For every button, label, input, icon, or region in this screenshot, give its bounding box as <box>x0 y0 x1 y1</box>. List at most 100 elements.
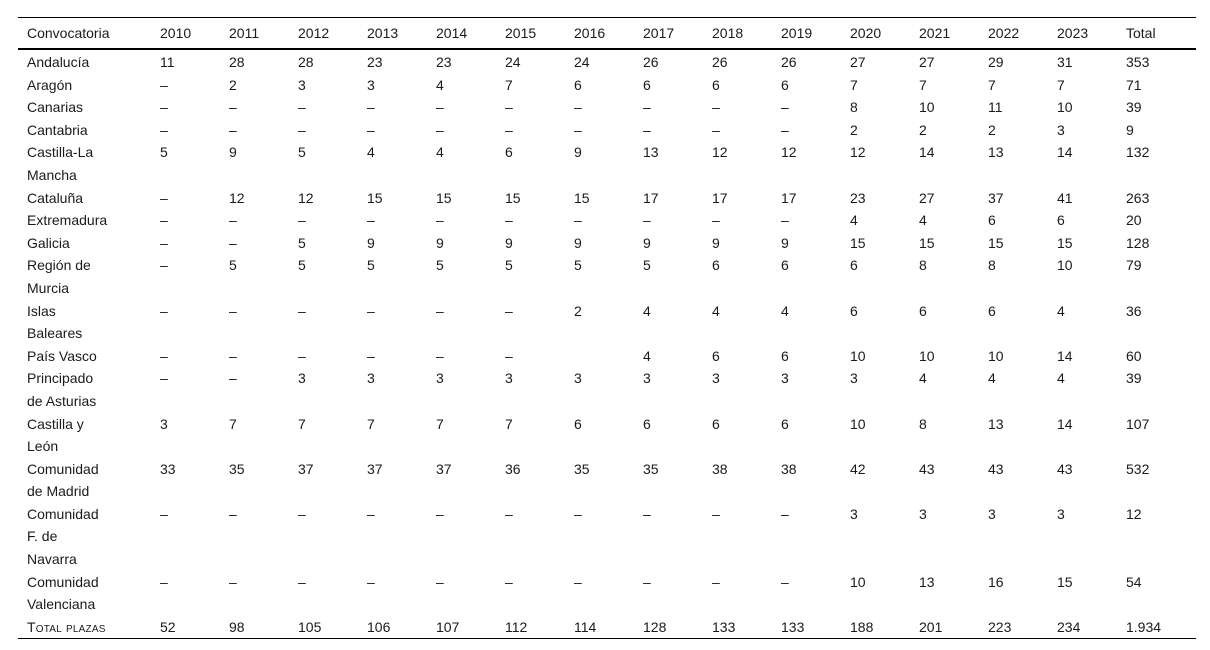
table-row-castilla-la: Castilla-La Mancha 5 9 5 4 4 6 9 13 12 12 12 14 13 14 1… <box>18 141 1196 186</box>
cell: 14 <box>1057 415 1073 432</box>
cell: 35 <box>643 460 659 477</box>
cell: – <box>367 212 375 229</box>
column-header-2013: 2013 <box>367 17 436 50</box>
cell: – <box>781 573 789 590</box>
cell: 6 <box>988 212 996 229</box>
cell: 27 <box>919 54 935 70</box>
cell: 9 <box>229 144 237 161</box>
cell: 107 <box>1126 415 1150 432</box>
column-header-2021: 2021 <box>919 17 988 50</box>
cell: 3 <box>436 370 444 387</box>
cell: 43 <box>919 460 935 477</box>
cell: 15 <box>436 189 452 206</box>
cell: 6 <box>781 257 789 274</box>
cell: 98 <box>229 618 245 635</box>
cell: 24 <box>574 54 590 70</box>
cell: – <box>298 99 306 116</box>
cell: 5 <box>505 257 513 274</box>
cell: 60 <box>1126 347 1142 364</box>
cell: 12 <box>298 189 314 206</box>
cell: – <box>643 121 651 138</box>
cell: 12 <box>229 189 245 206</box>
cell: 13 <box>988 415 1004 432</box>
cell: – <box>160 234 168 251</box>
cell: 36 <box>1126 302 1142 319</box>
cell: – <box>436 302 444 319</box>
cell: – <box>367 347 375 364</box>
row-label: Comunidad F. de Navarra <box>27 505 99 568</box>
cell: 7 <box>436 415 444 432</box>
row-label: Aragón <box>27 76 73 93</box>
cell: 37 <box>367 460 383 477</box>
column-header-convocatoria: Convocatoria <box>18 17 160 50</box>
cell: 7 <box>505 415 513 432</box>
cell: 1.934 <box>1126 618 1162 635</box>
cell: 9 <box>574 234 582 251</box>
cell: 23 <box>367 54 383 70</box>
row-label: Islas Baleares <box>27 302 83 342</box>
cell: – <box>712 573 720 590</box>
column-header-2020: 2020 <box>850 17 919 50</box>
cell: – <box>229 234 237 251</box>
cell: 15 <box>988 234 1004 251</box>
cell: 223 <box>988 618 1012 635</box>
cell: 133 <box>781 618 805 635</box>
cell: – <box>505 212 513 229</box>
row-label: Andalucía <box>27 54 90 70</box>
cell: 12 <box>1126 505 1142 522</box>
header-row: Convocatoria 2010 2011 2012 2013 2014 2015 2016… <box>18 17 1196 50</box>
cell: – <box>229 302 237 319</box>
cell: 5 <box>298 234 306 251</box>
cell: 52 <box>160 618 176 635</box>
table-row-comunidad: Comunidad Valenciana – – – – – – – – – – 10 13 16 15 54 <box>18 571 1196 616</box>
table-row-cataluna: Cataluña – 12 12 15 15 15 15 17 17 17 23 27 37 41 263 <box>18 187 1196 210</box>
cell: 7 <box>988 76 996 93</box>
cell: 7 <box>850 76 858 93</box>
cell: 4 <box>919 212 927 229</box>
cell: 15 <box>574 189 590 206</box>
cell: 3 <box>919 505 927 522</box>
cell: 26 <box>643 54 659 70</box>
cell: – <box>367 99 375 116</box>
cell: 128 <box>1126 234 1150 251</box>
cell: – <box>160 347 168 364</box>
cell: 36 <box>505 460 521 477</box>
column-header-total: Total <box>1126 17 1196 50</box>
cell: 4 <box>850 212 858 229</box>
cell: 9 <box>712 234 720 251</box>
table-row-castilla-y: Castilla y León 3 7 7 7 7 7 6 6 6 6 10 8 13 14 107 <box>18 413 1196 458</box>
cell: 10 <box>1057 99 1073 116</box>
table-row-cantabria: Cantabria – – – – – – – – – – 2 2 2 3 9 <box>18 119 1196 142</box>
cell: 4 <box>1057 302 1065 319</box>
cell: 79 <box>1126 257 1142 274</box>
cell: – <box>505 505 513 522</box>
cell: – <box>436 573 444 590</box>
cell: 29 <box>988 54 1004 70</box>
cell: 15 <box>850 234 866 251</box>
cell: – <box>643 212 651 229</box>
cell: 6 <box>712 257 720 274</box>
cell: 2 <box>988 121 996 138</box>
cell: 5 <box>229 257 237 274</box>
cell: 35 <box>229 460 245 477</box>
cell: 15 <box>1057 234 1073 251</box>
cell: – <box>298 573 306 590</box>
cell: – <box>160 121 168 138</box>
cell: 11 <box>160 54 175 70</box>
cell: – <box>229 121 237 138</box>
cell: 7 <box>919 76 927 93</box>
cell: 27 <box>850 54 866 70</box>
cell: 17 <box>643 189 659 206</box>
column-header-2019: 2019 <box>781 17 850 50</box>
column-header-2017: 2017 <box>643 17 712 50</box>
cell: 8 <box>919 415 927 432</box>
cell: 3 <box>850 505 858 522</box>
cell: – <box>298 347 306 364</box>
cell: 7 <box>1057 76 1065 93</box>
cell: 37 <box>988 189 1004 206</box>
cell: – <box>160 370 168 387</box>
cell: 6 <box>781 415 789 432</box>
cell: 5 <box>367 257 375 274</box>
cell: 3 <box>850 370 858 387</box>
